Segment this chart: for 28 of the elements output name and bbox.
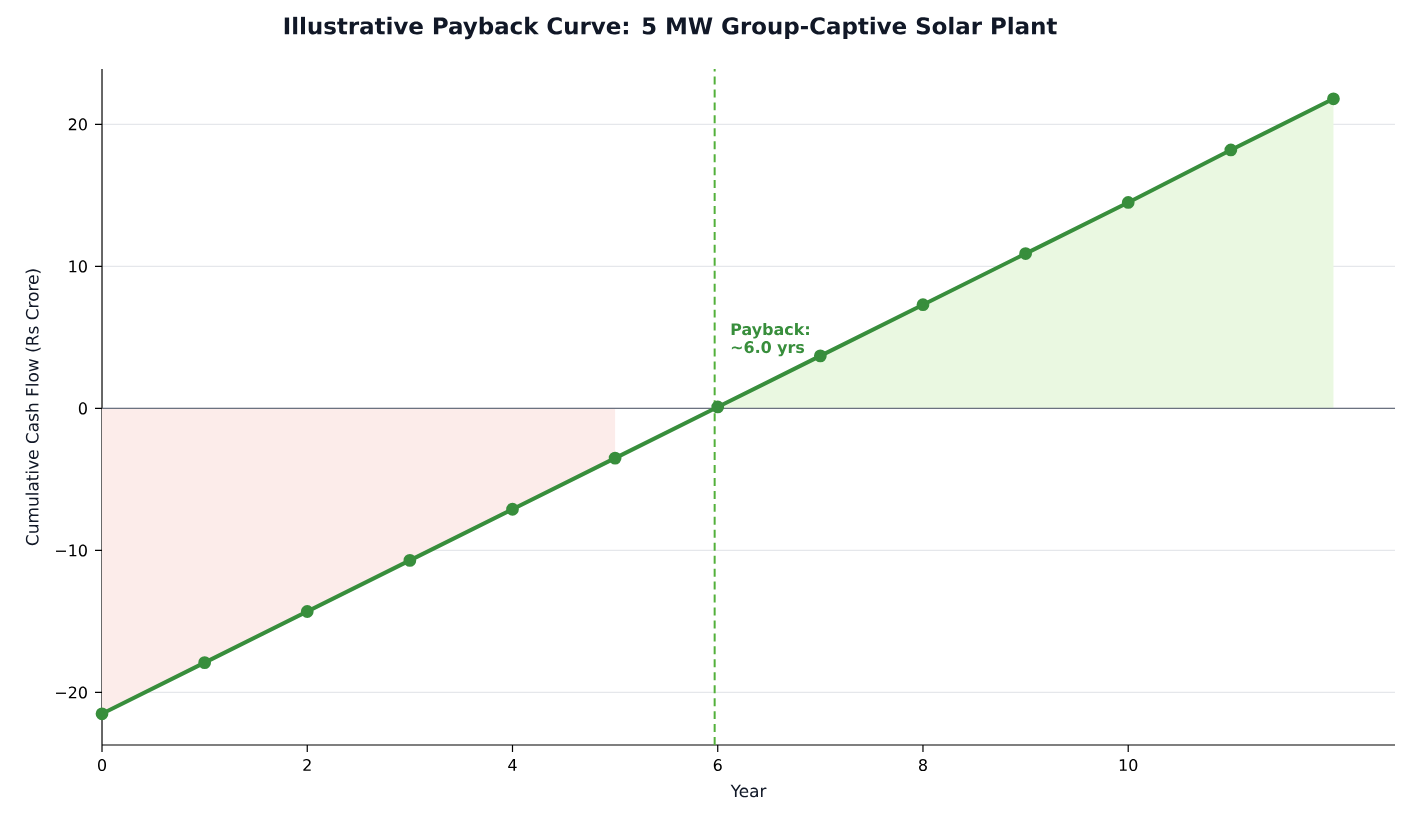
point — [506, 502, 519, 516]
x-tick-label: 10 — [1119, 759, 1138, 772]
point — [1224, 143, 1238, 157]
y-tick-label: 10 — [69, 260, 87, 273]
point — [403, 553, 417, 567]
point — [198, 656, 212, 670]
x-axis-title: Year — [730, 784, 767, 798]
point — [1327, 92, 1340, 106]
y-tick-label: −20 — [56, 686, 87, 699]
y-axis-title: Cumulative Cash Flow (Rs Crore) — [25, 269, 41, 546]
y-tick-label: −10 — [56, 544, 87, 557]
point — [916, 298, 930, 312]
y-tick-label: 0 — [78, 402, 87, 415]
x-tick-label: 0 — [98, 759, 107, 772]
x-tick-label: 8 — [919, 759, 927, 772]
point — [300, 605, 314, 618]
point — [1019, 247, 1032, 260]
chart-title: Illustrative Payback Curve: 5 MW Group-Captive Solar Plant — [284, 16, 1057, 40]
x-tick-label: 4 — [508, 759, 517, 771]
x-tick-label: 6 — [713, 759, 722, 772]
point — [1121, 196, 1135, 209]
point — [711, 400, 725, 414]
point — [813, 349, 827, 363]
x-tick-label: 2 — [303, 759, 311, 771]
y-tick-label: 20 — [68, 118, 87, 131]
annotation: Payback: ~6.0 yrs — [731, 322, 809, 357]
point — [95, 707, 109, 721]
point — [608, 451, 622, 465]
